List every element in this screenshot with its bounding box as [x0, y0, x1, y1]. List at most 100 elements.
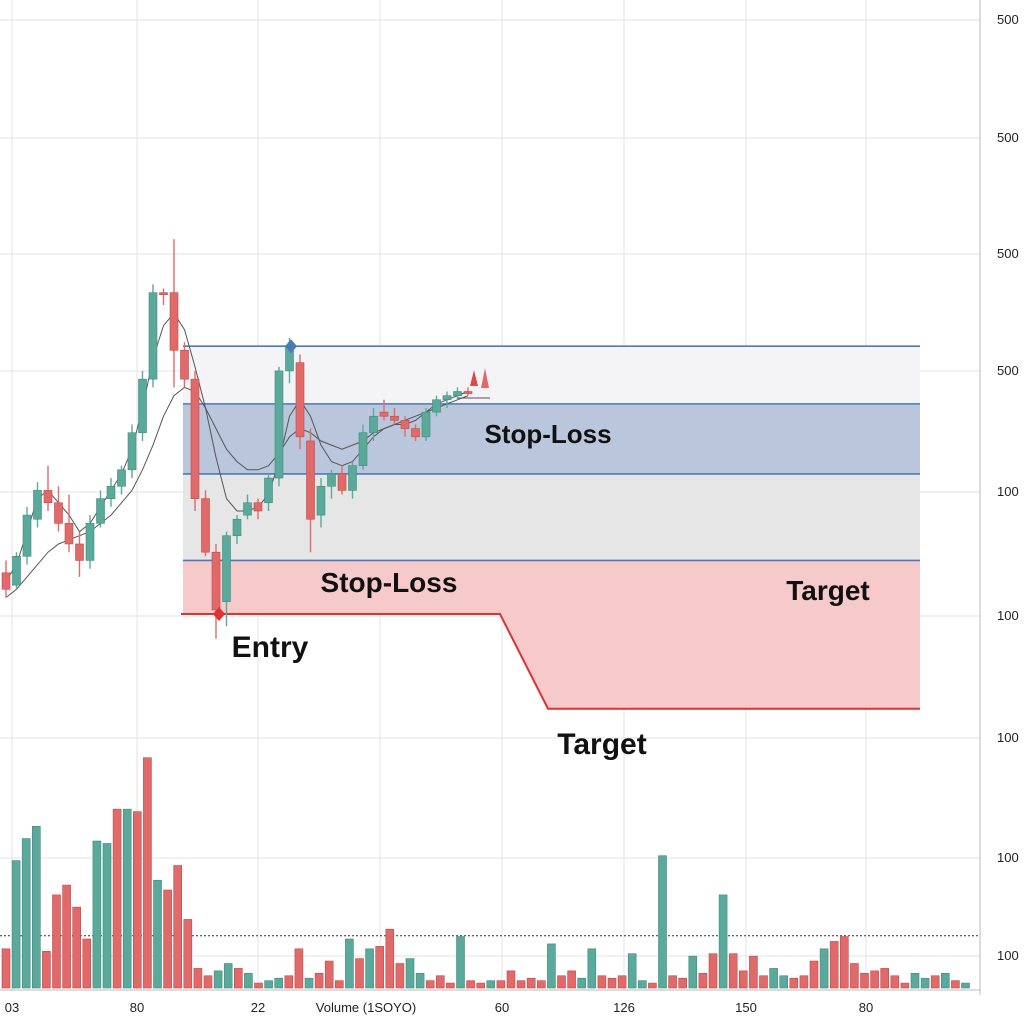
candle-up: [421, 411, 431, 438]
volume-bar-down: [466, 980, 475, 989]
volume-bar-up: [910, 972, 920, 989]
candle-down: [75, 543, 84, 561]
candle-down: [379, 411, 389, 417]
volume-bar-down: [880, 968, 890, 989]
target-label-right: Target: [786, 575, 870, 606]
volume-bar-down: [799, 975, 809, 989]
candle-down: [159, 292, 168, 296]
volume-bar-up: [304, 977, 314, 989]
candle-down: [201, 498, 210, 553]
target-label-lower: Target: [557, 728, 646, 761]
y-tick-label: 100: [997, 608, 1019, 623]
volume-bar-down: [860, 972, 869, 989]
entry-diamond-icon: [213, 607, 225, 621]
volume-bar-down: [536, 980, 546, 989]
volume-bar-down: [446, 982, 455, 989]
x-tick-label: 80: [130, 1000, 144, 1015]
volume-bar-up: [102, 843, 112, 989]
volume-bar-up: [577, 977, 587, 989]
neutral-zone: [183, 473, 920, 561]
volume-bar-down: [890, 975, 900, 989]
volume-bar-down: [567, 970, 576, 989]
volume-bar-up: [547, 943, 556, 989]
candle-up: [138, 378, 147, 434]
volume-bar-up: [153, 879, 162, 989]
volume-bar-down: [284, 975, 294, 989]
candle-down: [1, 572, 11, 590]
signal-arrow-icon: [481, 368, 489, 388]
volume-bar-up: [213, 970, 223, 989]
volume-bar-down: [234, 968, 243, 989]
volume-bar-down: [82, 938, 92, 989]
volume-bar-down: [173, 865, 182, 989]
candle-down: [43, 490, 53, 504]
volume-bar-down: [385, 928, 395, 989]
volume-bar-down: [294, 948, 304, 989]
x-tick-label: 126: [613, 1000, 635, 1015]
volume-bar-down: [133, 811, 142, 989]
volume-bar-up: [627, 953, 637, 989]
volume-bars: [0, 757, 980, 989]
y-tick-label: 100: [997, 948, 1019, 963]
candle-down: [253, 502, 263, 512]
stop-loss-label-upper: Stop-Loss: [484, 419, 611, 449]
zone-top-band: [183, 346, 920, 404]
candle-up: [316, 485, 326, 516]
candle-up: [442, 395, 452, 401]
candle-up: [243, 502, 252, 516]
candle-up: [453, 391, 462, 396]
volume-bar-down: [617, 975, 627, 989]
stop-loss-label-lower: Stop-Loss: [321, 567, 458, 598]
candle-down: [180, 350, 189, 380]
x-tick-label: 22: [251, 1000, 265, 1015]
volume-bar-up: [244, 972, 253, 989]
candle-up: [85, 523, 95, 561]
candle-up: [22, 514, 32, 557]
x-tick-label: Volume (1SOYO): [316, 1000, 416, 1015]
y-tick-label: 500: [997, 246, 1019, 261]
candle-up: [348, 465, 357, 491]
candle-up: [33, 490, 42, 520]
price-candles: [1, 239, 473, 639]
candle-up: [222, 535, 231, 602]
volume-bar-up: [11, 860, 21, 989]
trade-markers: [213, 339, 490, 621]
volume-bar-up: [819, 948, 829, 989]
y-tick-label: 500: [997, 130, 1019, 145]
volume-bar-down: [749, 955, 758, 989]
volume-bar-down: [254, 982, 263, 989]
volume-bar-down: [1, 948, 11, 989]
volume-bar-up: [92, 840, 102, 989]
volume-bar-down: [476, 982, 486, 989]
volume-bar-down: [789, 977, 799, 989]
volume-bar-down: [334, 980, 344, 989]
volume-bar-down: [516, 980, 526, 989]
y-tick-label: 100: [997, 730, 1019, 745]
volume-bar-down: [163, 889, 172, 989]
volume-bar-up: [940, 972, 950, 989]
volume-bar-down: [183, 919, 193, 989]
candle-down: [64, 523, 74, 545]
volume-bar-up: [415, 972, 425, 989]
candle-down: [337, 473, 347, 491]
candle-down: [169, 292, 179, 351]
entry-label: Entry: [232, 631, 309, 664]
volume-bar-down: [355, 958, 364, 989]
volume-bar-down: [526, 977, 536, 989]
volume-bar-up: [345, 938, 354, 989]
volume-bar-down: [506, 970, 516, 989]
volume-bar-down: [951, 980, 960, 989]
candle-down: [54, 502, 63, 524]
volume-bar-up: [961, 982, 970, 989]
volume-bar-down: [62, 884, 71, 989]
volume-bar-up: [658, 855, 667, 989]
volume-bar-down: [143, 757, 152, 989]
volume-bar-down: [607, 977, 617, 989]
candle-down: [306, 440, 315, 520]
candle-up: [369, 415, 378, 434]
volume-bar-down: [557, 975, 566, 989]
volume-bar-down: [112, 808, 122, 989]
volume-bar-down: [839, 936, 849, 989]
